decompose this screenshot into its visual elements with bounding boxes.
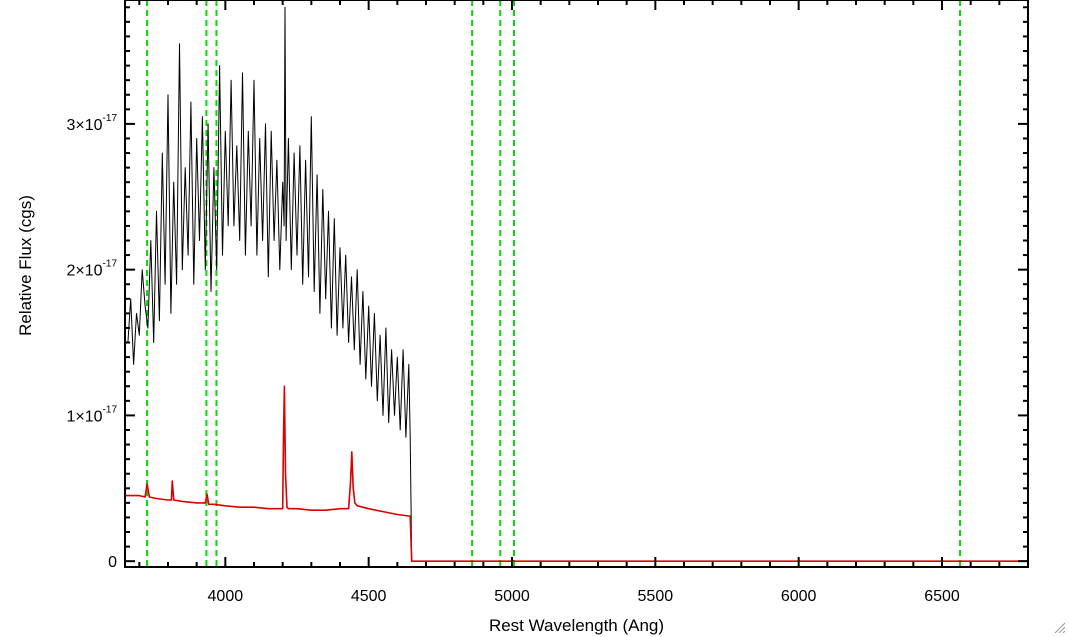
x-tick-label: 6500	[924, 588, 960, 605]
x-axis-ticks: 4000 4500 5000 5500 6000 6500	[138, 0, 1029, 605]
x-tick-label: 6000	[781, 588, 817, 605]
y-tick-exponent: -17	[103, 404, 118, 415]
y-tick-label: 2×10-17	[67, 259, 118, 280]
y-tick-label: 0	[108, 554, 117, 571]
series-layer	[125, 6, 1028, 563]
reference-lines	[146, 0, 962, 567]
plot-frame	[124, 0, 1029, 568]
y-tick-mantissa: 0	[108, 554, 117, 571]
x-tick-label: 4000	[208, 588, 244, 605]
y-tick-mantissa: 1×10	[67, 408, 103, 425]
y-tick-mantissa: 2×10	[67, 263, 103, 280]
y-axis-title: Relative Flux (cgs)	[16, 195, 35, 336]
y-tick-label: 1×10-17	[67, 404, 118, 425]
x-tick-label: 5500	[638, 588, 674, 605]
x-tick-label: 4500	[351, 588, 387, 605]
y-tick-mantissa: 3×10	[67, 117, 103, 134]
series-line-1	[127, 6, 1028, 562]
resize-grip-icon[interactable]	[1053, 621, 1065, 633]
y-tick-exponent: -17	[103, 259, 118, 270]
y-tick-label: 3×10-17	[67, 113, 118, 134]
y-axis-ticks: 01×10-172×10-173×10-17	[67, 6, 1028, 571]
x-axis-title: Rest Wavelength (Ang)	[489, 616, 664, 635]
x-tick-label: 5000	[494, 588, 530, 605]
y-tick-exponent: -17	[103, 113, 118, 124]
series-line-2	[125, 385, 1028, 563]
